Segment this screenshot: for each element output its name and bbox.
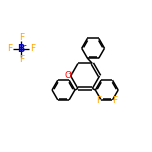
Text: -: - <box>23 41 26 50</box>
Text: F: F <box>112 96 117 105</box>
Text: B: B <box>18 44 25 54</box>
Text: F: F <box>30 44 35 53</box>
Text: O: O <box>64 71 71 80</box>
Text: F: F <box>96 96 101 105</box>
Text: F: F <box>19 55 24 64</box>
Text: F: F <box>7 44 13 53</box>
Text: +: + <box>67 71 73 77</box>
Text: F: F <box>19 33 24 42</box>
